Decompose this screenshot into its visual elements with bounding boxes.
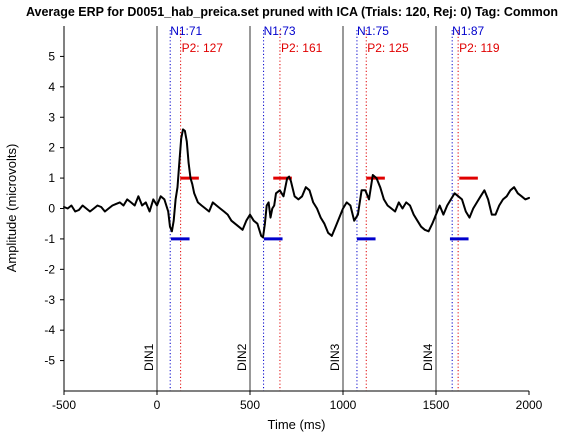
x-tick-label: 0 <box>154 398 161 412</box>
p2-peak-label: P2: 127 <box>182 41 224 55</box>
x-tick-label: 500 <box>240 398 260 412</box>
y-tick-label: -1 <box>44 232 55 246</box>
y-tick-label: -2 <box>44 262 55 276</box>
event-label: DIN2 <box>235 343 249 371</box>
y-tick-label: 1 <box>48 171 55 185</box>
p2-peak-label: P2: 125 <box>367 41 409 55</box>
n1-peak-label: N1:87 <box>452 24 484 38</box>
tick-labels: -500 0 500 1000 1500 2000 5 4 3 2 1 0 -1 -2 -3 -4 -5 <box>44 49 542 412</box>
y-tick-label: 3 <box>48 110 55 124</box>
y-tick-label: -5 <box>44 354 55 368</box>
y-axis-label: Amplitude (microvolts) <box>4 144 19 273</box>
x-tick-label: 2000 <box>516 398 543 412</box>
n1-peak-label: N1:71 <box>170 24 202 38</box>
y-tick-label: 2 <box>48 141 55 155</box>
x-axis-label: Time (ms) <box>267 417 325 432</box>
y-tick-label: -4 <box>44 323 55 337</box>
x-tick-label: 1000 <box>330 398 357 412</box>
event-markers: DIN1 DIN2 DIN3 DIN4 <box>142 26 437 391</box>
x-tick-label: -500 <box>52 398 76 412</box>
axes <box>63 26 529 392</box>
event-label: DIN1 <box>142 343 156 371</box>
peak-windows <box>170 176 478 241</box>
erp-series-line <box>63 128 530 239</box>
p2-peak-label: P2: 119 <box>459 41 500 55</box>
p2-peak-label: P2: 161 <box>281 41 323 55</box>
series-layer <box>63 128 530 239</box>
event-label: DIN3 <box>328 343 342 371</box>
x-tick-label: 1500 <box>423 398 450 412</box>
y-tick-label: 4 <box>48 80 55 94</box>
event-label: DIN4 <box>421 343 435 371</box>
y-tick-label: 5 <box>48 49 55 63</box>
n1-peak-label: N1:75 <box>357 24 389 38</box>
y-tick-label: 0 <box>48 202 55 216</box>
y-tick-label: -3 <box>44 293 55 307</box>
chart-title: Average ERP for D0051_hab_preica.set pru… <box>26 5 558 19</box>
